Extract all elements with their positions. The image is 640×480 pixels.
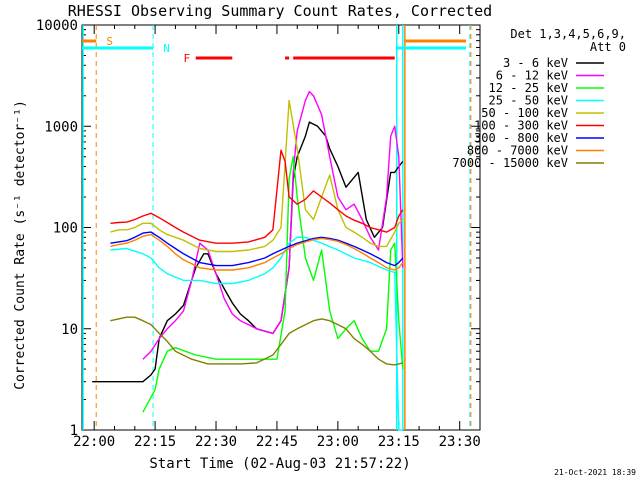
flag-label-s: S [106,35,113,48]
series-line-8 [110,316,403,366]
y-tick-label: 1 [70,423,78,439]
series-line-6 [110,231,404,267]
chart-title: RHESSI Observing Summary Count Rates, Co… [68,2,492,20]
legend-label-3: 25 - 50 keV [489,94,568,108]
series-line-4 [110,99,404,253]
flag-label-f: F [184,52,191,65]
legend-label-7: 800 - 7000 keV [467,144,568,158]
x-tick-label: 22:15 [134,434,176,450]
plot-area: 1 10 100 1000 10000 22:00 22:15 22:30 22:45 23:00… [36,18,481,450]
legend-label-8: 7000 - 15000 keV [452,156,568,170]
y-axis-label: Corrected Count Rate (s⁻¹ detector⁻¹) [13,100,28,390]
legend-header-line-2: Att 0 [590,40,626,54]
legend-label-2: 12 - 25 keV [489,81,568,95]
legend-label-0: 3 - 6 keV [503,56,568,70]
x-tick-label: 22:30 [195,434,237,450]
x-tick-label: 23:15 [378,434,420,450]
series-line-1 [142,90,404,360]
legend-label-6: 300 - 800 keV [474,131,568,145]
series-line-5 [110,149,404,244]
y-tick-label: 10000 [36,18,78,34]
y-tick-label: 1000 [44,119,78,135]
series-line-2 [142,156,404,413]
legend-header-line-1: Det 1,3,4,5,6,9, [510,27,626,41]
legend-label-1: 6 - 12 keV [496,69,568,83]
flag-label-n: N [163,42,170,55]
y-tick-label: 10 [61,322,78,338]
x-tick-label: 23:30 [439,434,481,450]
legend-label-5: 100 - 300 keV [474,119,568,133]
y-tick-label: 100 [53,221,78,237]
x-tick-label: 22:45 [256,434,298,450]
series-line-7 [110,233,404,271]
series-line-3 [110,236,403,431]
footer-date: 21-Oct-2021 18:39 [554,468,636,477]
legend-label-4: 50 - 100 keV [481,106,568,120]
x-axis-label: Start Time (02-Aug-03 21:57:22) [149,456,410,472]
x-tick-label: 23:00 [317,434,359,450]
x-tick-label: 22:00 [73,434,115,450]
